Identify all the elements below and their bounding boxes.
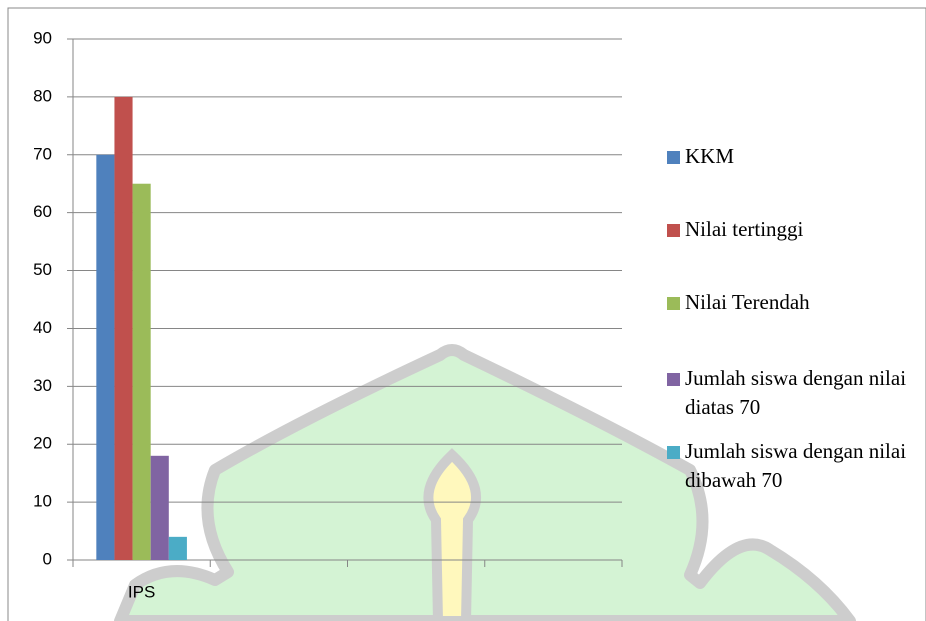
bar: [169, 537, 187, 560]
candle: [428, 455, 476, 621]
legend-item: Jumlah siswa dengan nilai diatas 70: [665, 364, 926, 422]
y-tick-label: 0: [43, 549, 52, 568]
legend-marker: [667, 446, 680, 459]
legend-marker: [667, 373, 680, 386]
legend-item: Nilai Terendah: [665, 288, 926, 317]
legend-marker: [667, 151, 680, 164]
legend-marker: [667, 224, 680, 237]
legend-marker: [667, 297, 680, 310]
bar: [151, 456, 169, 560]
legend-label: Jumlah siswa dengan nilai dibawah 70: [685, 439, 906, 492]
legend-label: Nilai Terendah: [685, 290, 810, 314]
bar: [133, 184, 151, 560]
y-tick-label: 30: [33, 376, 52, 395]
y-tick-label: 10: [33, 492, 52, 511]
y-tick-label: 40: [33, 318, 52, 337]
bar: [114, 97, 132, 560]
legend-item: KKM: [665, 142, 926, 171]
y-tick-label: 50: [33, 260, 52, 279]
y-tick-label: 20: [33, 434, 52, 453]
y-tick-label: 80: [33, 86, 52, 105]
y-tick-label: 60: [33, 202, 52, 221]
legend-label: Jumlah siswa dengan nilai diatas 70: [685, 366, 906, 419]
y-tick-label: 90: [33, 28, 52, 47]
y-tick-label: 70: [33, 144, 52, 163]
x-tick-label: IPS: [128, 582, 155, 601]
legend-item: Jumlah siswa dengan nilai dibawah 70: [665, 437, 926, 495]
legend-label: KKM: [685, 144, 734, 168]
page: {"chart_data": {"type": "bar", "categori…: [0, 0, 926, 621]
bar: [96, 155, 114, 560]
legend-item: Nilai tertinggi: [665, 215, 926, 244]
legend-label: Nilai tertinggi: [685, 217, 803, 241]
